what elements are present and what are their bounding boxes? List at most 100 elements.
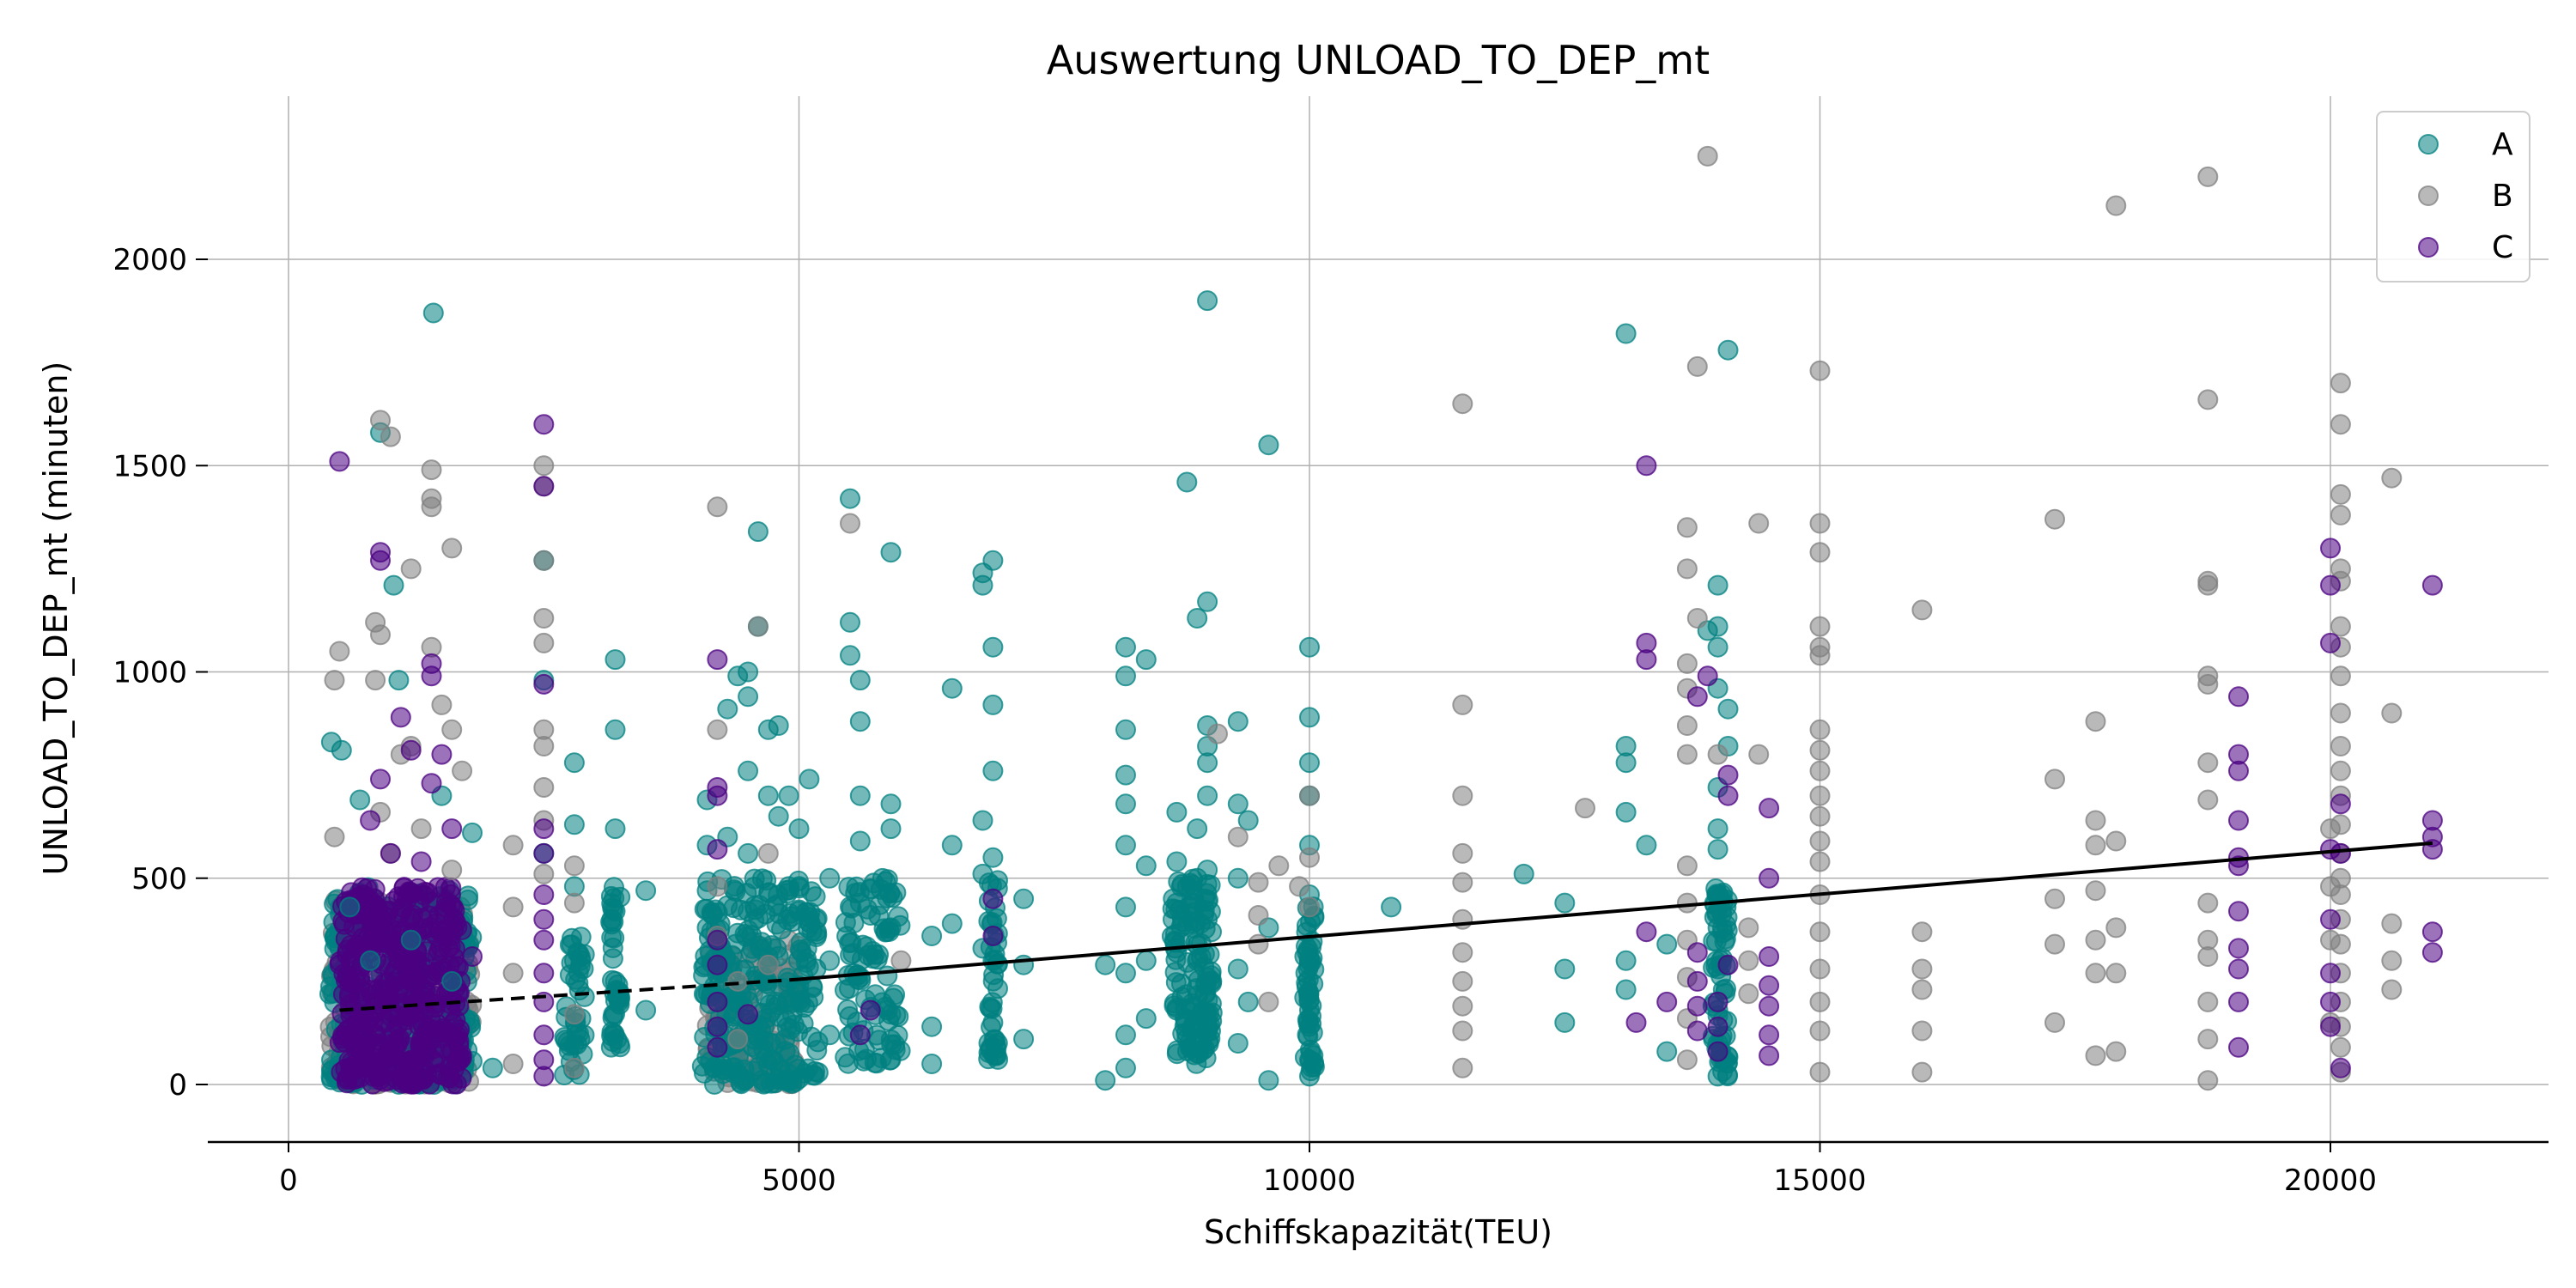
scatter-point-c <box>2228 901 2249 922</box>
scatter-point-b <box>1738 983 1759 1005</box>
scatter-point-b <box>441 538 463 559</box>
scatter-point-c <box>982 888 1004 909</box>
scatter-point-c <box>2320 538 2341 559</box>
scatter-point-c <box>329 451 350 472</box>
scatter-point-b <box>2381 913 2403 934</box>
scatter-point-c <box>390 707 411 728</box>
scatter-point-c <box>380 842 401 864</box>
scatter-point-a <box>849 785 871 806</box>
scatter-point-c <box>533 884 555 905</box>
scatter-point-b <box>502 896 524 918</box>
scatter-point-b <box>1676 744 1698 765</box>
scatter-point-b <box>1738 917 1759 939</box>
scatter-point-c <box>707 649 728 671</box>
scatter-point-a <box>603 1004 624 1025</box>
scatter-point-a <box>1197 1020 1218 1042</box>
scatter-point-a <box>635 999 657 1021</box>
scatter-point-b <box>1911 599 1933 621</box>
scatter-point-a <box>1707 839 1728 860</box>
scatter-point-a <box>1656 1041 1678 1062</box>
scatter-point-a <box>1115 896 1136 918</box>
scatter-point-b <box>1289 876 1310 897</box>
scatter-point-b <box>421 459 442 481</box>
scatter-point-b <box>2330 373 2351 394</box>
scatter-point-b <box>2085 835 2106 856</box>
scatter-point-a <box>778 876 799 897</box>
scatter-point-a <box>1707 574 1728 596</box>
scatter-point-b <box>2330 1036 2351 1058</box>
scatter-point-b <box>747 616 769 637</box>
scatter-point-a <box>849 892 871 914</box>
scatter-point-b <box>324 826 345 848</box>
scatter-point-a <box>736 926 757 947</box>
scatter-point-b <box>1809 760 1831 781</box>
scatter-point-a <box>1135 1008 1157 1030</box>
scatter-point-a <box>422 302 444 324</box>
scatter-point-b <box>1452 1020 1473 1042</box>
scatter-point-b <box>1809 616 1831 637</box>
scatter-point-a <box>849 830 871 852</box>
scatter-point-b <box>2330 760 2351 781</box>
scatter-point-a <box>602 948 623 969</box>
scatter-point-b <box>400 558 422 580</box>
scatter-point-b <box>380 426 401 447</box>
scatter-point-b <box>1809 851 1831 872</box>
scatter-point-c <box>410 851 432 872</box>
scatter-point-c <box>1686 970 1708 992</box>
scatter-point-a <box>775 1041 796 1062</box>
scatter-point-b <box>2381 702 2403 724</box>
scatter-point-c <box>332 1025 354 1046</box>
scatter-point-b <box>2197 946 2219 967</box>
scatter-point-a <box>1227 793 1249 815</box>
scatter-point-a <box>982 694 1004 715</box>
scatter-point-a <box>757 785 779 806</box>
scatter-point-b <box>2381 950 2403 971</box>
scatter-point-b <box>563 855 585 877</box>
scatter-point-b <box>441 719 463 740</box>
scatter-point-c <box>1759 946 1780 967</box>
scatter-point-b <box>1452 694 1473 715</box>
scatter-point-a <box>482 1057 503 1078</box>
legend-label-b: B <box>2492 179 2513 214</box>
scatter-point-b <box>2330 616 2351 637</box>
scatter-point-b <box>1809 805 1831 827</box>
scatter-point-a <box>921 1016 943 1037</box>
scatter-point-b <box>2197 752 2219 774</box>
scatter-point-c <box>1707 1016 1728 1037</box>
scatter-point-c <box>370 769 391 790</box>
scatter-point-a <box>331 739 352 761</box>
scatter-point-c <box>533 1066 555 1087</box>
y-tick-label: 2000 <box>112 243 187 277</box>
scatter-point-c <box>1636 921 1657 943</box>
scatter-point-c <box>1759 1045 1780 1066</box>
scatter-point-c <box>533 414 555 435</box>
scatter-point-b <box>2197 389 2219 410</box>
scatter-point-b <box>1452 872 1473 893</box>
scatter-point-a <box>880 917 902 939</box>
scatter-point-b <box>757 842 779 864</box>
scatter-point-b <box>502 835 524 856</box>
scatter-point-c <box>533 842 555 864</box>
scatter-point-b <box>1676 1049 1698 1071</box>
scatter-point-a <box>768 715 789 736</box>
scatter-point-a <box>1299 950 1320 971</box>
scatter-point-a <box>1227 867 1249 889</box>
scatter-point-c <box>382 1045 404 1066</box>
scatter-point-a <box>1636 835 1657 856</box>
scatter-point-a <box>563 814 585 835</box>
scatter-point-c <box>448 1030 470 1052</box>
scatter-point-b <box>1809 513 1831 534</box>
scatter-point-c <box>400 739 422 761</box>
scatter-point-a <box>1115 835 1136 856</box>
scatter-point-a <box>751 868 773 890</box>
scatter-point-a <box>941 835 963 856</box>
scatter-point-a <box>1115 636 1136 658</box>
scatter-point-c <box>1717 785 1739 806</box>
scatter-point-c <box>2421 942 2443 963</box>
scatter-point-a <box>349 789 371 811</box>
scatter-point-a <box>605 649 626 671</box>
scatter-point-b <box>1809 830 1831 852</box>
scatter-point-b <box>370 624 391 646</box>
scatter-point-b <box>2085 711 2106 732</box>
scatter-point-c <box>533 908 555 930</box>
